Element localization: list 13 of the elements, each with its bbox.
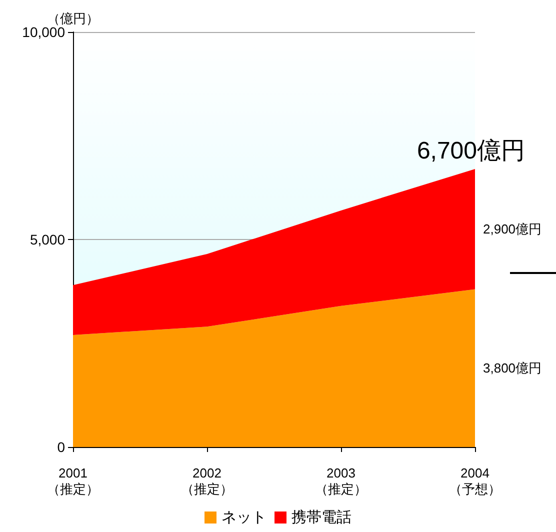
y-axis-title: （億円）	[47, 11, 99, 26]
x-tick-label: 2001 （推定）	[47, 466, 99, 496]
x-tick-label: 2003 （推定）	[315, 466, 367, 496]
y-tick-label: 5,000	[30, 232, 66, 248]
legend-label: 携帯電話	[292, 509, 352, 526]
x-tick-label: 2002 （推定）	[181, 466, 233, 496]
annotation: 2,900億円	[483, 222, 542, 237]
annotation: 3,800億円	[483, 360, 542, 376]
y-tick-label: 0	[57, 439, 66, 455]
legend-label: ネット	[222, 509, 266, 526]
y-tick-label: 10,000	[22, 24, 66, 40]
x-tick-label: 2004 （予想）	[449, 466, 501, 496]
total-label: 6,700億円	[416, 137, 525, 164]
